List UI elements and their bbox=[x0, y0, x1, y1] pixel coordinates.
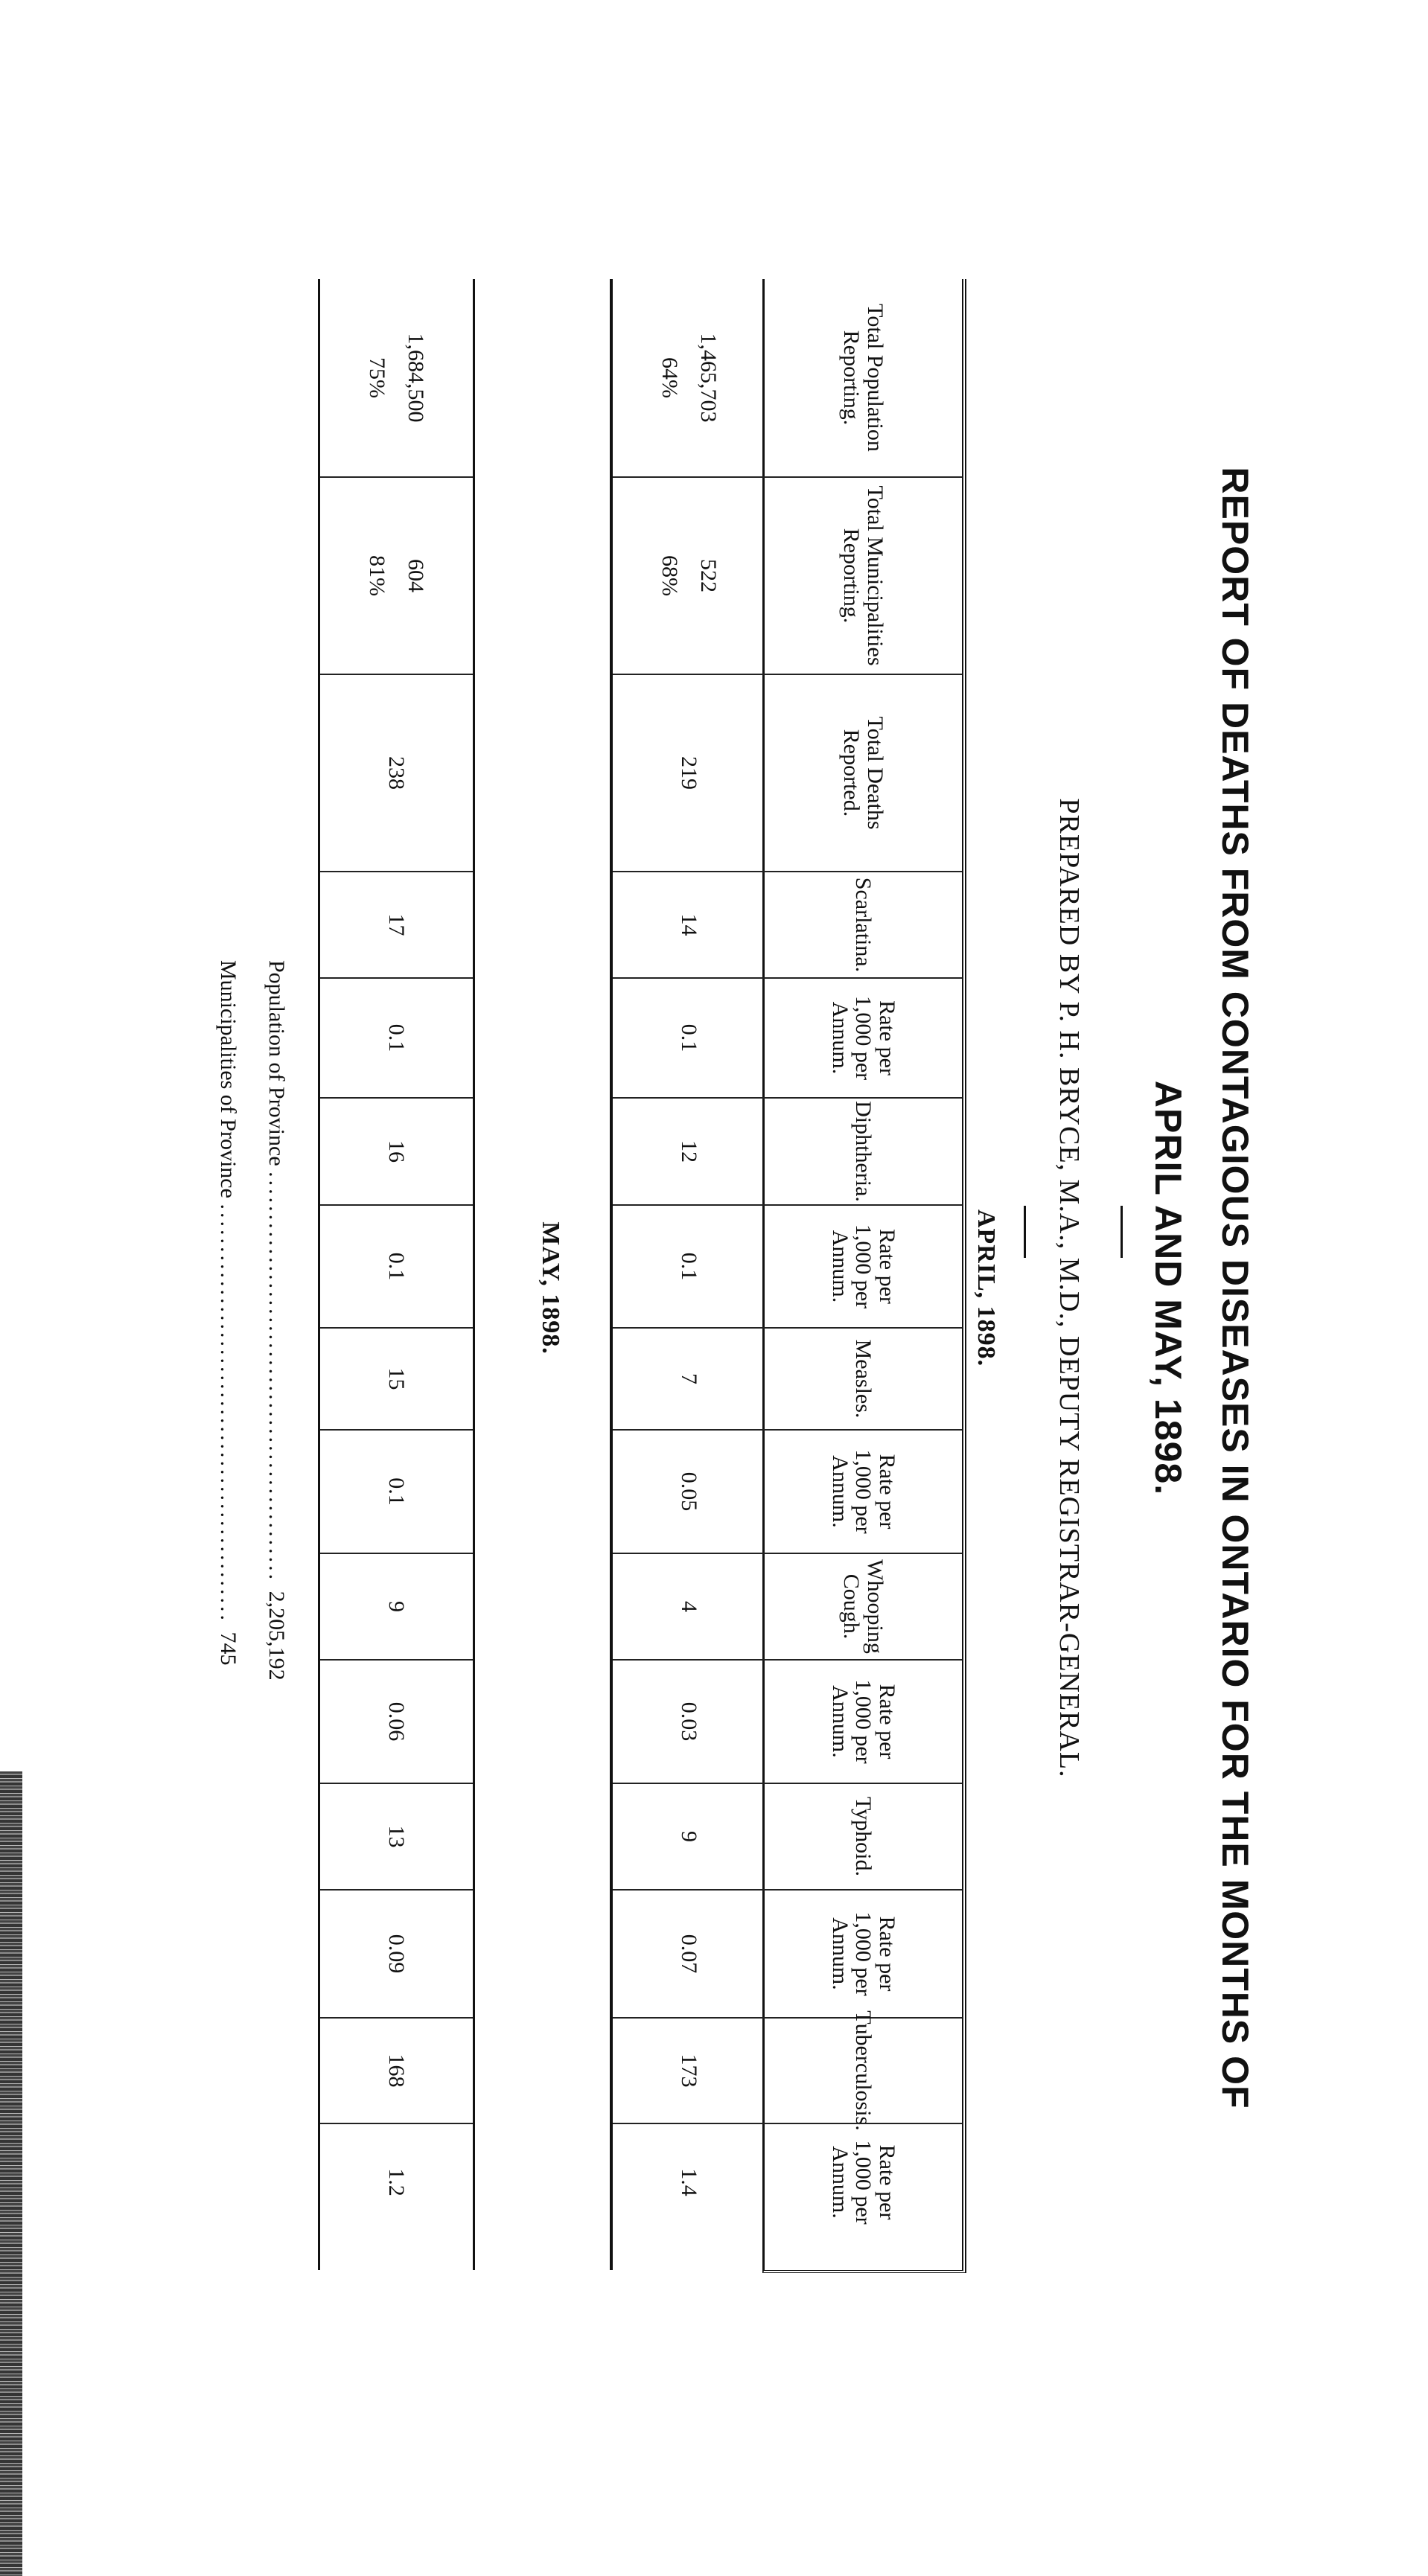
value-cell: 9 bbox=[320, 1553, 473, 1659]
municipalities-value: 522 bbox=[696, 559, 721, 592]
column-header: Diphtheria. bbox=[765, 1097, 962, 1204]
value-cell: 238 bbox=[320, 674, 473, 871]
value-cell: 219 bbox=[613, 674, 765, 871]
value-cell: 0.06 bbox=[320, 1659, 473, 1783]
population-cell: 1,465,703 64% bbox=[613, 279, 765, 476]
municipalities-pct: 81% bbox=[365, 555, 390, 596]
column-header: Measles. bbox=[765, 1327, 962, 1429]
value-cell: 16 bbox=[320, 1097, 473, 1204]
scan-edge bbox=[0, 1771, 22, 2576]
table-row-may: 1,684,500 75% 604 81% 238 17 0.1 16 0.1 15 0.1… bbox=[318, 279, 475, 2270]
column-header: Rate per 1,000 per Annum. bbox=[765, 1204, 962, 1327]
footer-municipalities: Municipalities of Province .............… bbox=[216, 960, 240, 1666]
april-heading: APRIL, 1898. bbox=[972, 1209, 1000, 1367]
table-header: Total Population Reporting. Total Municip… bbox=[762, 279, 966, 2273]
value-cell: 1.4 bbox=[613, 2123, 765, 2240]
column-header: Typhoid. bbox=[765, 1783, 962, 1889]
column-header: Total Deaths Reported. bbox=[765, 674, 962, 871]
value-cell: 0.03 bbox=[613, 1659, 765, 1783]
value-cell: 0.1 bbox=[320, 1204, 473, 1327]
municipalities-cell: 604 81% bbox=[320, 476, 473, 674]
value-cell: 4 bbox=[613, 1553, 765, 1659]
value-cell: 0.1 bbox=[613, 1204, 765, 1327]
value-cell: 0.1 bbox=[320, 977, 473, 1097]
municipalities-cell: 522 68% bbox=[613, 476, 765, 674]
value-cell: 17 bbox=[320, 871, 473, 977]
prepared-by: PREPARED BY P. H. BRYCE, M.A., M.D., DEP… bbox=[1054, 798, 1085, 1778]
population-value: 1,684,500 bbox=[404, 333, 428, 423]
value-cell: 9 bbox=[613, 1783, 765, 1889]
value-cell: 0.09 bbox=[320, 1889, 473, 2017]
footer-population: Population of Province .................… bbox=[264, 960, 289, 1681]
value-cell: 0.07 bbox=[613, 1889, 765, 2017]
title-line-1: REPORT OF DEATHS FROM CONTAGIOUS DISEASE… bbox=[1214, 467, 1256, 2109]
municipalities-label: Municipalities of Province bbox=[216, 960, 240, 1198]
population-cell: 1,684,500 75% bbox=[320, 279, 473, 476]
value-cell: 13 bbox=[320, 1783, 473, 1889]
value-cell: 0.05 bbox=[613, 1429, 765, 1553]
population-pct: 75% bbox=[365, 357, 390, 398]
municipalities-pct: 68% bbox=[657, 555, 683, 596]
column-header: Rate per 1,000 per Annum. bbox=[765, 977, 962, 1097]
population-value: 1,465,703 bbox=[696, 333, 721, 423]
column-header: Scarlatina. bbox=[765, 871, 962, 977]
column-header: Tuberculosis. bbox=[765, 2010, 962, 2131]
column-header: Rate per 1,000 per Annum. bbox=[765, 1889, 962, 2017]
municipalities-value: 604 bbox=[404, 559, 428, 592]
value-cell: 168 bbox=[320, 2017, 473, 2123]
value-cell: 0.1 bbox=[613, 977, 765, 1097]
population-pct: 64% bbox=[657, 357, 683, 398]
title-line-2: APRIL AND MAY, 1898. bbox=[1147, 1080, 1189, 1496]
column-header: Rate per 1,000 per Annum. bbox=[765, 1429, 962, 1553]
column-header: Total Municipalities Reporting. bbox=[765, 476, 962, 674]
population-label: Population of Province bbox=[264, 960, 289, 1166]
value-cell: 173 bbox=[613, 2017, 765, 2123]
table-row-april: 1,465,703 64% 522 68% 219 14 0.1 12 0.1 7 0.05… bbox=[610, 279, 765, 2270]
value-cell: 14 bbox=[613, 871, 765, 977]
value-cell: 12 bbox=[613, 1097, 765, 1204]
value-cell: 15 bbox=[320, 1327, 473, 1429]
divider bbox=[1024, 1206, 1026, 1258]
municipalities-total: 745 bbox=[216, 1631, 240, 1666]
column-header: Whooping Cough. bbox=[765, 1553, 962, 1659]
may-heading: MAY, 1898. bbox=[537, 1221, 564, 1355]
column-header: Rate per 1,000 per Annum. bbox=[765, 2123, 962, 2240]
divider bbox=[1121, 1206, 1123, 1258]
column-header: Total Population Reporting. bbox=[839, 304, 888, 452]
value-cell: 0.1 bbox=[320, 1429, 473, 1553]
value-cell: 1.2 bbox=[320, 2123, 473, 2240]
population-total: 2,205,192 bbox=[264, 1591, 289, 1681]
column-header: Rate per 1,000 per Annum. bbox=[765, 1659, 962, 1783]
value-cell: 7 bbox=[613, 1327, 765, 1429]
